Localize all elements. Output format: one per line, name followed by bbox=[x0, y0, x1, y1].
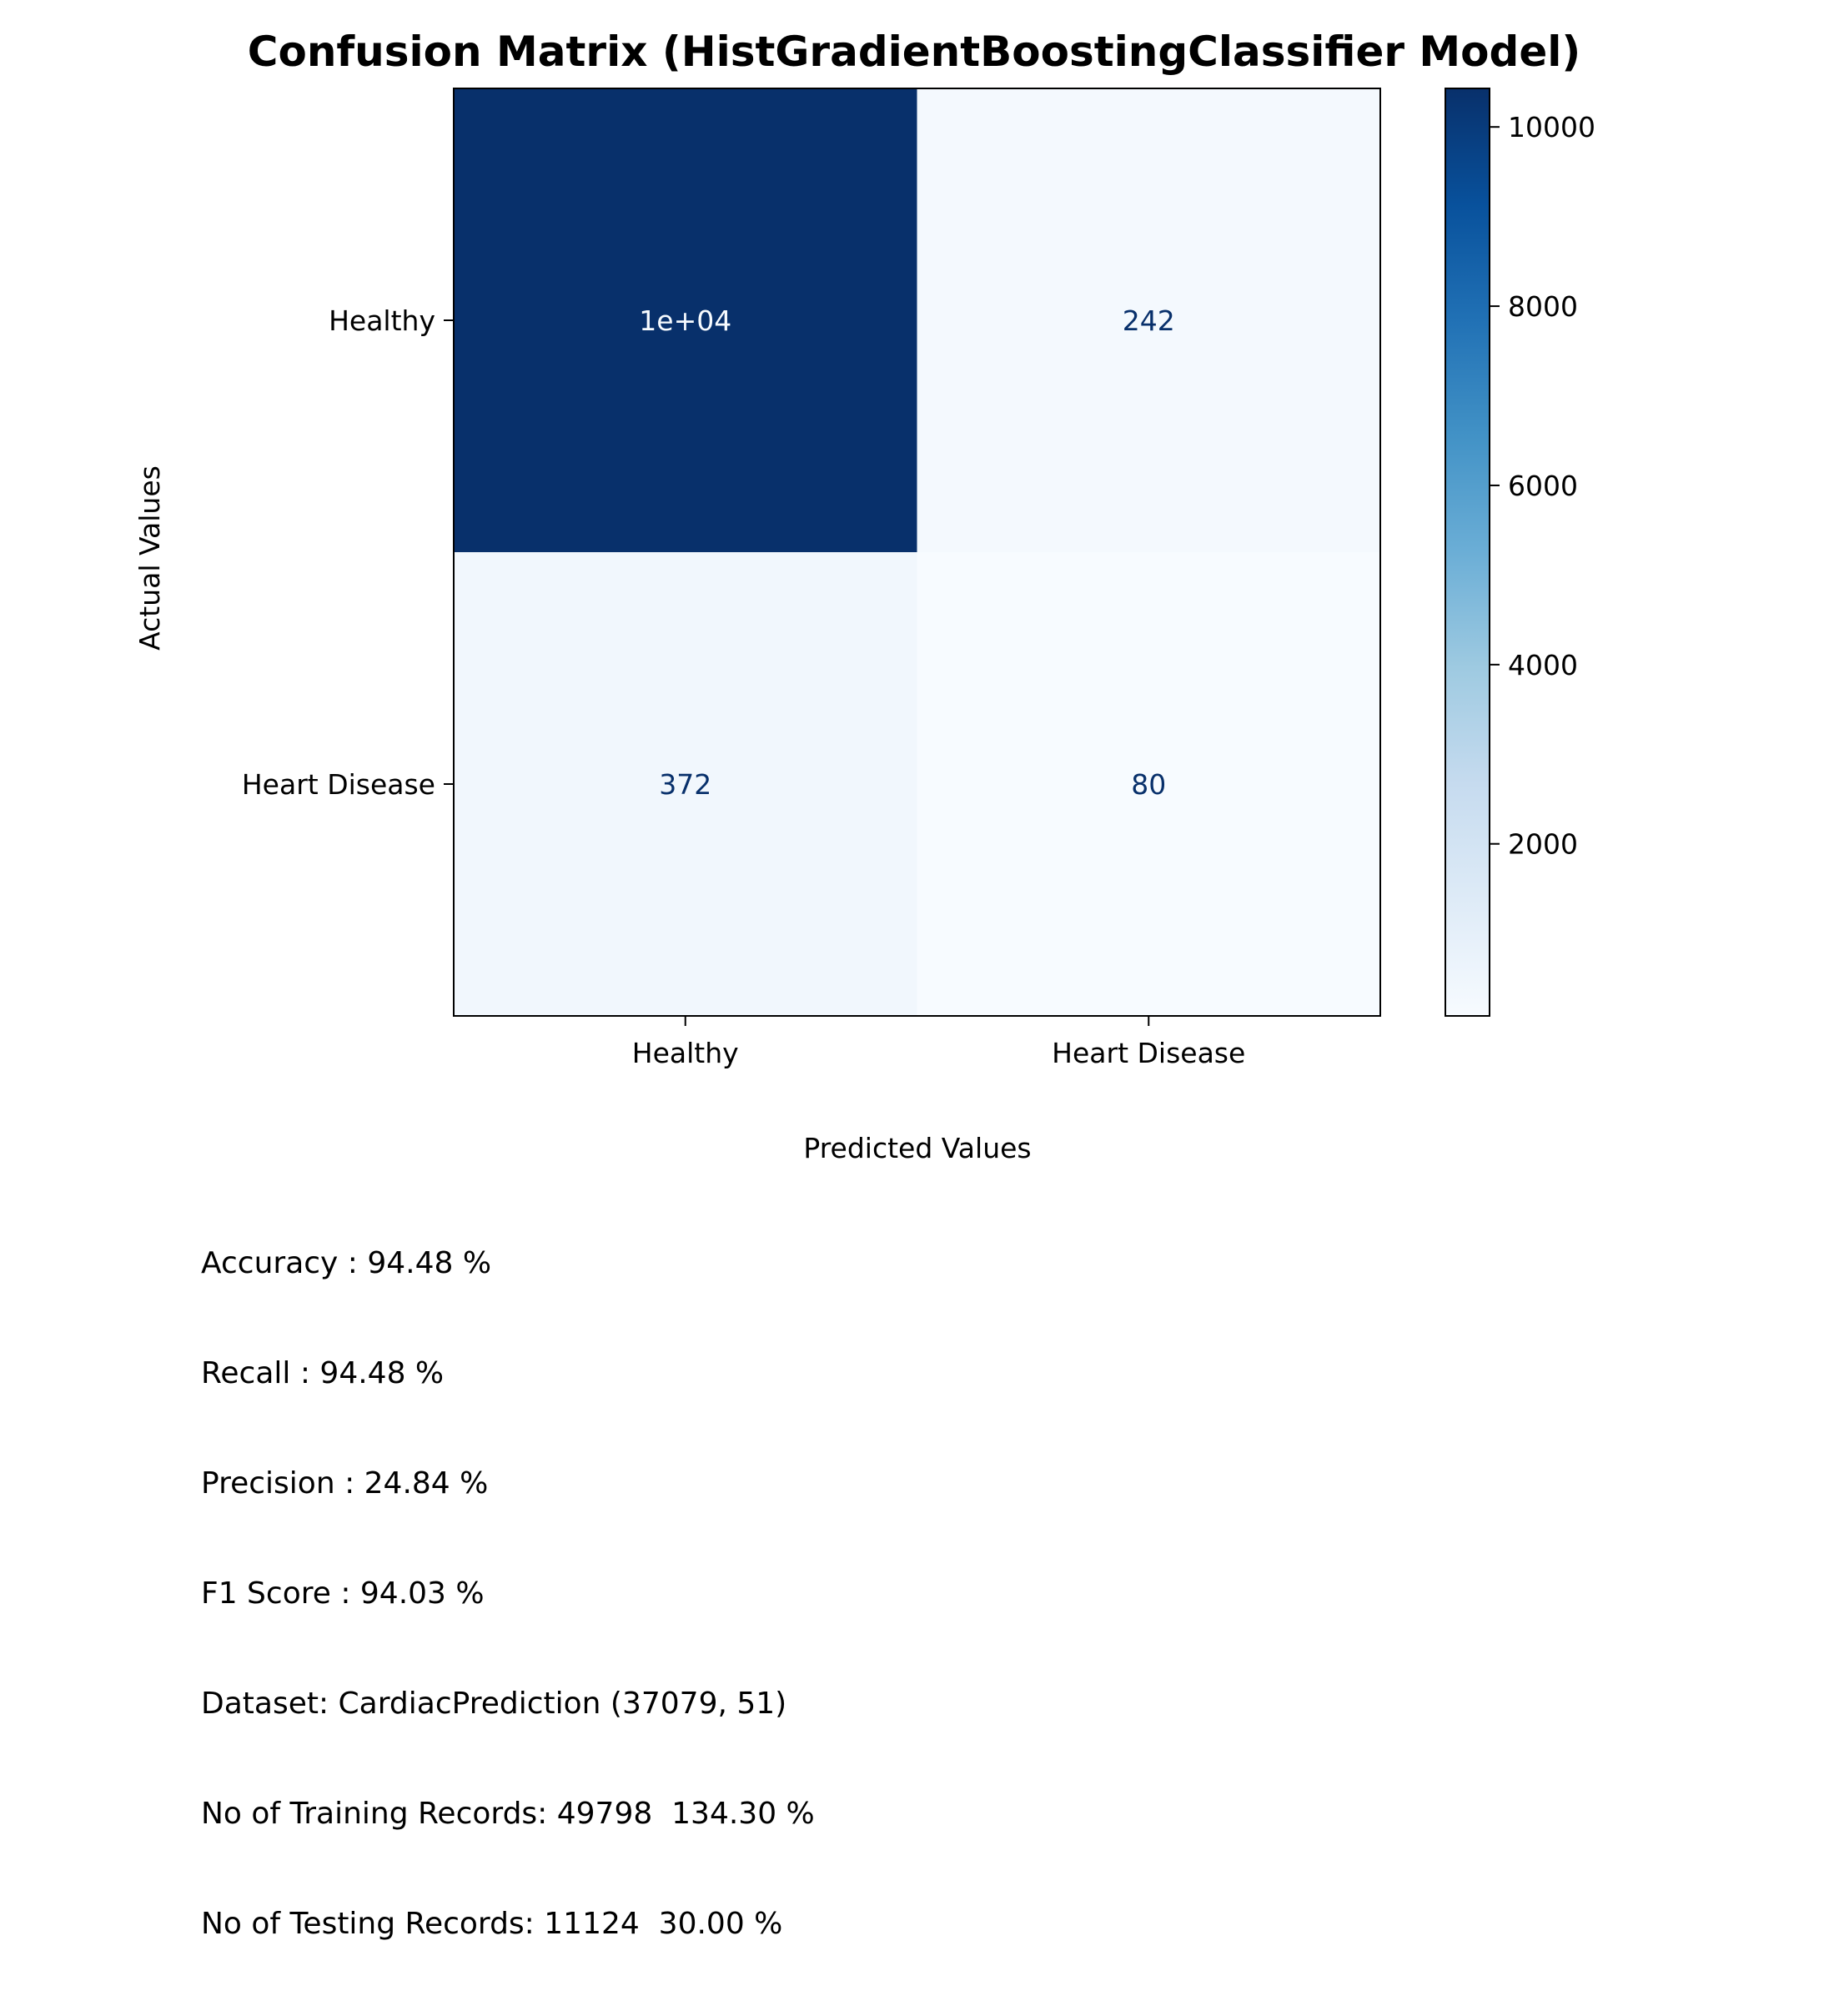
colorbar-ticks: 2000 4000 6000 8000 10000 bbox=[1490, 111, 1595, 861]
colorbar-tick-label: 4000 bbox=[1508, 649, 1578, 681]
y-tick-label: Healthy bbox=[329, 304, 435, 337]
colorbar-tick-label: 6000 bbox=[1508, 470, 1578, 502]
matrix-cell bbox=[917, 552, 1380, 1016]
plot-frame bbox=[453, 88, 1381, 1017]
y-tick-label: Heart Disease bbox=[242, 768, 435, 801]
metric-training-records: No of Training Records: 49798 134.30 % bbox=[201, 1797, 815, 1831]
cell-value-label: 372 bbox=[659, 768, 711, 801]
metric-f1-score: F1 Score : 94.03 % bbox=[201, 1576, 485, 1611]
x-axis-label: Predicted Values bbox=[803, 1132, 1031, 1164]
x-tick-label: Healthy bbox=[632, 1037, 739, 1069]
colorbar bbox=[1445, 88, 1490, 1017]
matrix-cell bbox=[454, 88, 917, 552]
metrics-panel: Accuracy : 94.48 % Recall : 94.48 % Prec… bbox=[201, 1172, 815, 2016]
y-axis-ticks: Healthy Heart Disease bbox=[242, 304, 454, 801]
matrix-cells bbox=[454, 88, 1380, 1016]
matrix-cell bbox=[454, 552, 917, 1016]
chart-svg: Confusion Matrix (HistGradientBoostingCl… bbox=[133, 28, 1595, 1164]
x-axis-ticks: Healthy Heart Disease bbox=[632, 1016, 1245, 1069]
x-tick-label: Heart Disease bbox=[1052, 1037, 1245, 1069]
matrix-cell bbox=[917, 88, 1380, 552]
metric-precision: Precision : 24.84 % bbox=[201, 1466, 489, 1501]
matrix-cell-labels: 1e+04 242 372 80 bbox=[639, 304, 1174, 801]
y-axis-label: Actual Values bbox=[133, 465, 166, 651]
colorbar-tick-label: 10000 bbox=[1508, 111, 1595, 143]
metric-testing-records: No of Testing Records: 11124 30.00 % bbox=[201, 1907, 783, 1941]
metric-accuracy: Accuracy : 94.48 % bbox=[201, 1246, 492, 1280]
cell-value-label: 242 bbox=[1123, 304, 1175, 337]
metric-dataset: Dataset: CardiacPrediction (37079, 51) bbox=[201, 1687, 787, 1721]
confusion-matrix-chart: Confusion Matrix (HistGradientBoostingCl… bbox=[133, 28, 1595, 1941]
chart-title: Confusion Matrix (HistGradientBoostingCl… bbox=[248, 28, 1580, 76]
cell-value-label: 1e+04 bbox=[639, 304, 731, 337]
cell-value-label: 80 bbox=[1131, 768, 1166, 801]
colorbar-tick-label: 2000 bbox=[1508, 828, 1578, 861]
colorbar-tick-label: 8000 bbox=[1508, 290, 1578, 323]
metric-recall: Recall : 94.48 % bbox=[201, 1356, 445, 1390]
